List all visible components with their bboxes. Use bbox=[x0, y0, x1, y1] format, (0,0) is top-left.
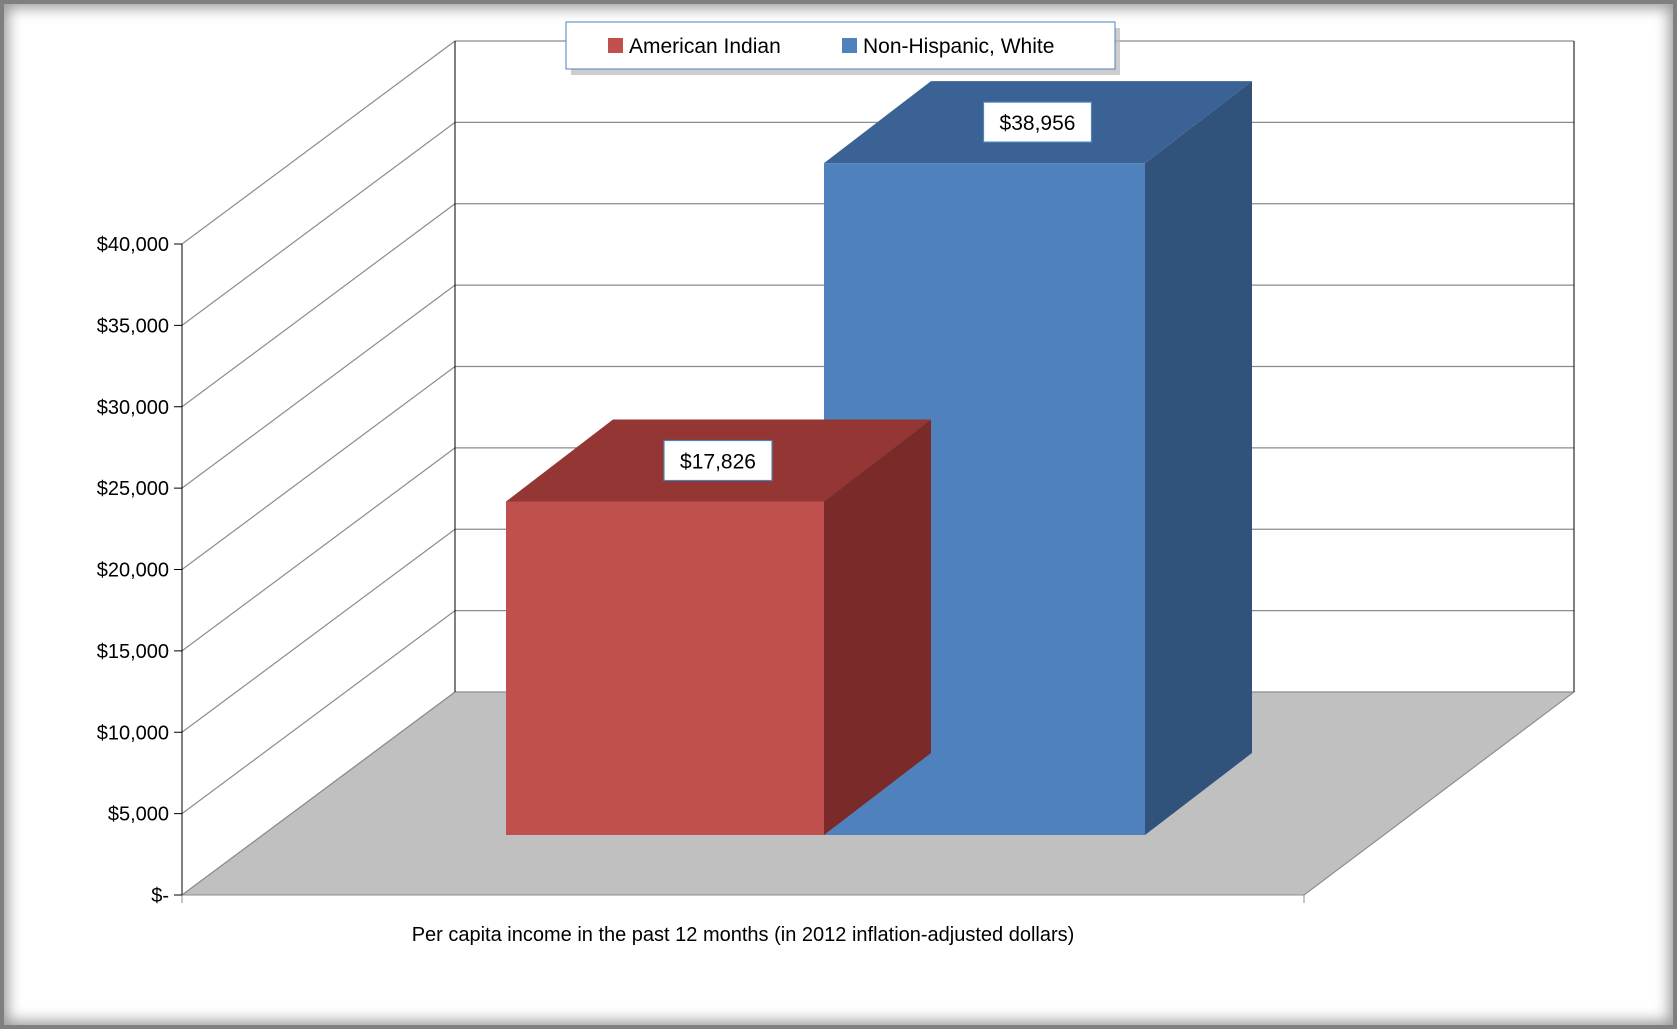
bar-front-face bbox=[506, 501, 824, 835]
legend-swatch bbox=[842, 38, 857, 53]
income-chart: $- $5,000 $10,000 $15,000 $20,000 $25,000 $30,… bbox=[97, 21, 1576, 946]
side-wall-gridline bbox=[181, 366, 456, 570]
bar-side-face bbox=[824, 419, 931, 835]
legend-swatch bbox=[608, 38, 623, 53]
x-axis-label: Per capita income in the past 12 months … bbox=[412, 924, 1075, 946]
side-wall-gridline bbox=[181, 528, 456, 733]
side-wall-gridline bbox=[181, 121, 456, 326]
y-tick-label: $40,000 bbox=[97, 234, 169, 256]
y-tick-label: $20,000 bbox=[97, 560, 169, 582]
y-tick-label: $15,000 bbox=[97, 641, 169, 663]
y-tick-label: $- bbox=[151, 885, 169, 907]
bar-side-face bbox=[1145, 81, 1252, 835]
y-tick-label: $30,000 bbox=[97, 397, 169, 419]
side-wall-gridline bbox=[181, 447, 456, 652]
bar-american-indian bbox=[506, 419, 931, 835]
y-tick-label: $10,000 bbox=[97, 722, 169, 744]
data-label: $38,956 bbox=[1000, 112, 1076, 135]
side-wall-gridline bbox=[181, 284, 456, 489]
side-wall-gridline bbox=[181, 610, 456, 815]
side-wall-gridline bbox=[181, 40, 456, 245]
side-wall-gridline bbox=[181, 203, 456, 408]
legend-label: Non-Hispanic, White bbox=[863, 35, 1054, 58]
side-wall-gridline bbox=[181, 691, 456, 896]
y-tick-label: $5,000 bbox=[108, 804, 169, 826]
data-label-box bbox=[663, 439, 773, 482]
floor-right-edge bbox=[1303, 691, 1575, 896]
data-label-box bbox=[982, 101, 1093, 143]
legend bbox=[565, 21, 1116, 70]
data-label: $17,826 bbox=[680, 451, 756, 474]
y-tick-label: $25,000 bbox=[97, 478, 169, 500]
legend-label: American Indian bbox=[629, 35, 781, 58]
y-tick-label: $35,000 bbox=[97, 315, 169, 337]
